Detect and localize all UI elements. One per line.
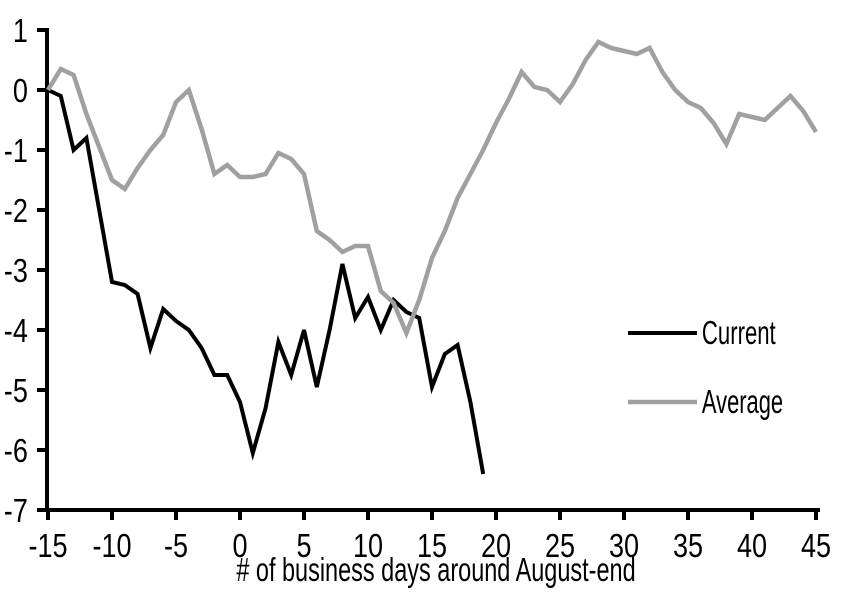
- y-tick-label: -2: [4, 194, 28, 230]
- x-tick-label: 45: [801, 529, 831, 565]
- x-tick-label: 0: [232, 529, 247, 565]
- y-tick-label: 0: [13, 74, 28, 110]
- x-tick-label: 10: [353, 529, 383, 565]
- x-tick-label: 15: [417, 529, 447, 565]
- y-tick-label: -4: [4, 314, 28, 350]
- x-tick-label: 35: [673, 529, 703, 565]
- y-tick-label: -5: [4, 374, 28, 410]
- legend: [628, 331, 697, 405]
- legend-label-average: Average: [702, 385, 783, 421]
- legend-label-current: Current: [702, 316, 776, 352]
- y-axis-ticks: [37, 28, 47, 512]
- x-tick-labels: -15 -10 -5 0 5 10 15 20 25 30 35 40 45: [28, 529, 831, 565]
- x-tick-label: 25: [545, 529, 575, 565]
- x-tick-label: -10: [92, 529, 131, 565]
- series-line-current: [47, 88, 486, 475]
- series-line-average: [46, 39, 818, 339]
- x-axis-ticks: [46, 510, 818, 520]
- x-tick-label: -5: [164, 529, 188, 565]
- x-tick-label: 20: [481, 529, 511, 565]
- y-tick-label: -1: [4, 134, 28, 170]
- y-tick-label: -3: [4, 254, 28, 290]
- y-tick-label: -6: [4, 434, 28, 470]
- series-lines: [46, 39, 818, 475]
- x-tick-label: -15: [28, 529, 67, 565]
- x-tick-label: 40: [737, 529, 767, 565]
- y-tick-label: 1: [13, 14, 28, 50]
- x-tick-label: 30: [609, 529, 639, 565]
- y-tick-label: -7: [4, 494, 28, 530]
- x-axis-title: # of business days around August-end: [236, 553, 635, 589]
- x-tick-label: 5: [296, 529, 311, 565]
- y-tick-labels: 1 0 -1 -2 -3 -4 -5 -6 -7: [4, 14, 28, 530]
